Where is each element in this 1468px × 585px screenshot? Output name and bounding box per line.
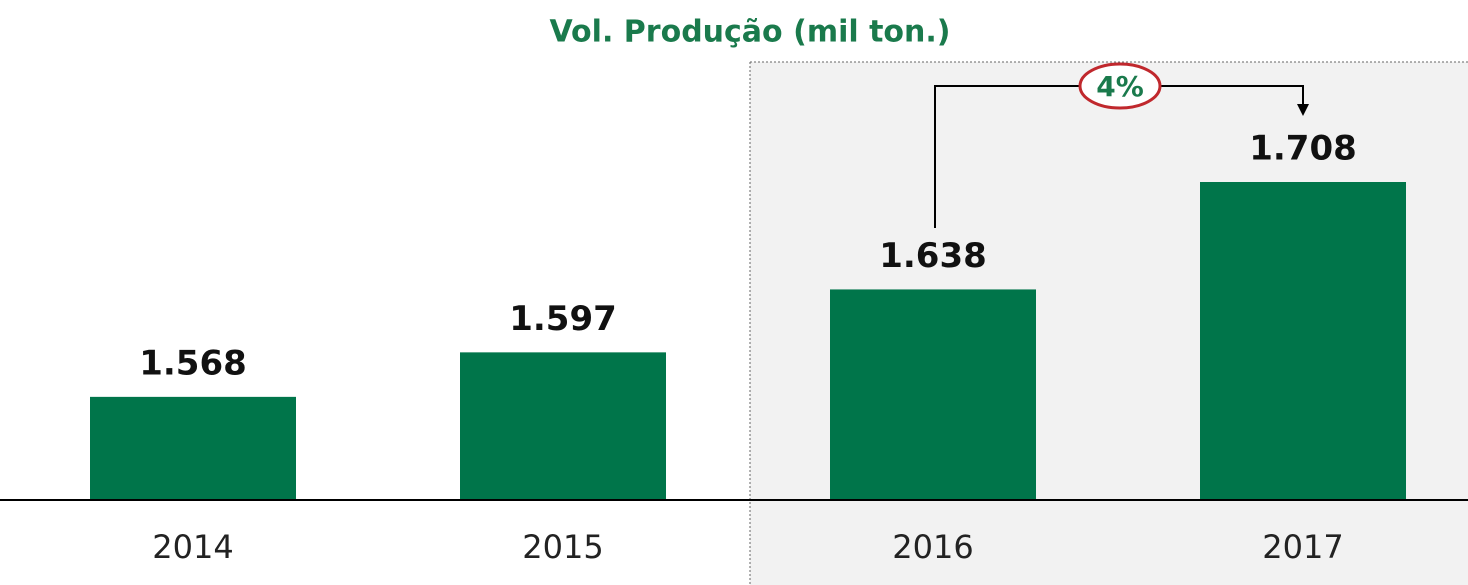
x-tick-label: 2016 xyxy=(892,528,973,566)
x-tick-label: 2017 xyxy=(1262,528,1343,566)
annotation-ellipse xyxy=(1078,62,1162,110)
annotation: 4% xyxy=(1096,70,1144,103)
value-label: 1.568 xyxy=(139,343,247,383)
value-label: 1.638 xyxy=(879,236,987,276)
bar xyxy=(830,289,1036,500)
x-tick-label: 2015 xyxy=(522,528,603,566)
bar xyxy=(1200,182,1406,500)
value-label: 1.597 xyxy=(509,299,617,339)
arrow-head xyxy=(1297,104,1309,116)
chart-title: Vol. Produção (mil ton.) xyxy=(549,15,950,50)
x-tick-label: 2014 xyxy=(152,528,233,566)
bar xyxy=(460,352,666,500)
value-label: 1.708 xyxy=(1249,129,1357,169)
plot: 2014 1.568 2015 1.597 2016 1.638 2017 1.708 xyxy=(90,129,1406,566)
bar xyxy=(90,396,296,500)
